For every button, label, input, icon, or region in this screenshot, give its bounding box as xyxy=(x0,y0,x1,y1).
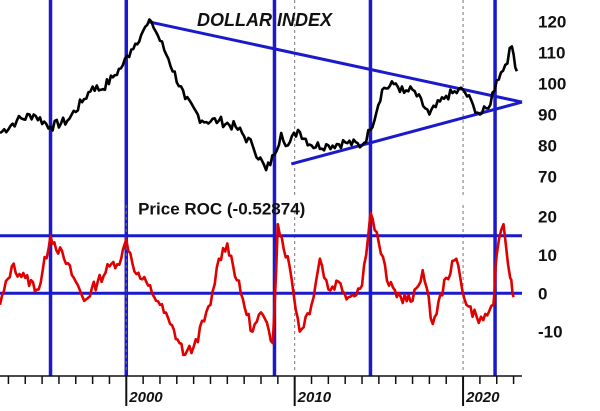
y-tick-label: 100 xyxy=(538,75,566,94)
price-roc-title: Price ROC (-0.52874) xyxy=(138,200,305,219)
dollar-index-y-axis: 70 80 90 100 110 120 xyxy=(538,13,566,187)
y-tick-label-roc: 20 xyxy=(538,208,557,227)
year-gridlines-roc xyxy=(125,205,464,370)
trendline-upper xyxy=(147,20,523,104)
y-tick-label: 70 xyxy=(538,167,557,186)
x-tick-label: 2010 xyxy=(297,389,332,406)
x-tick-label: 2020 xyxy=(465,389,500,406)
y-tick-label: 120 xyxy=(538,13,566,32)
y-tick-label-roc: 10 xyxy=(538,246,557,265)
x-axis: 2000 2010 2020 xyxy=(0,375,522,406)
price-roc-panel: Price ROC (-0.52874) -10 0 10 20 xyxy=(0,200,563,370)
price-roc-line xyxy=(0,211,515,357)
y-tick-label-roc: -10 xyxy=(538,323,563,342)
dollar-index-title: DOLLAR INDEX xyxy=(197,10,333,30)
dollar-index-line xyxy=(0,18,519,172)
y-tick-label: 90 xyxy=(538,105,557,124)
y-tick-label: 110 xyxy=(538,44,565,63)
trendline-lower xyxy=(290,100,523,166)
roc-reference-lines xyxy=(0,234,522,295)
y-tick-label: 80 xyxy=(538,136,557,155)
y-tick-label-roc: 0 xyxy=(538,284,547,303)
price-roc-y-axis: -10 0 10 20 xyxy=(538,208,563,342)
x-tick-label: 2000 xyxy=(128,389,163,406)
